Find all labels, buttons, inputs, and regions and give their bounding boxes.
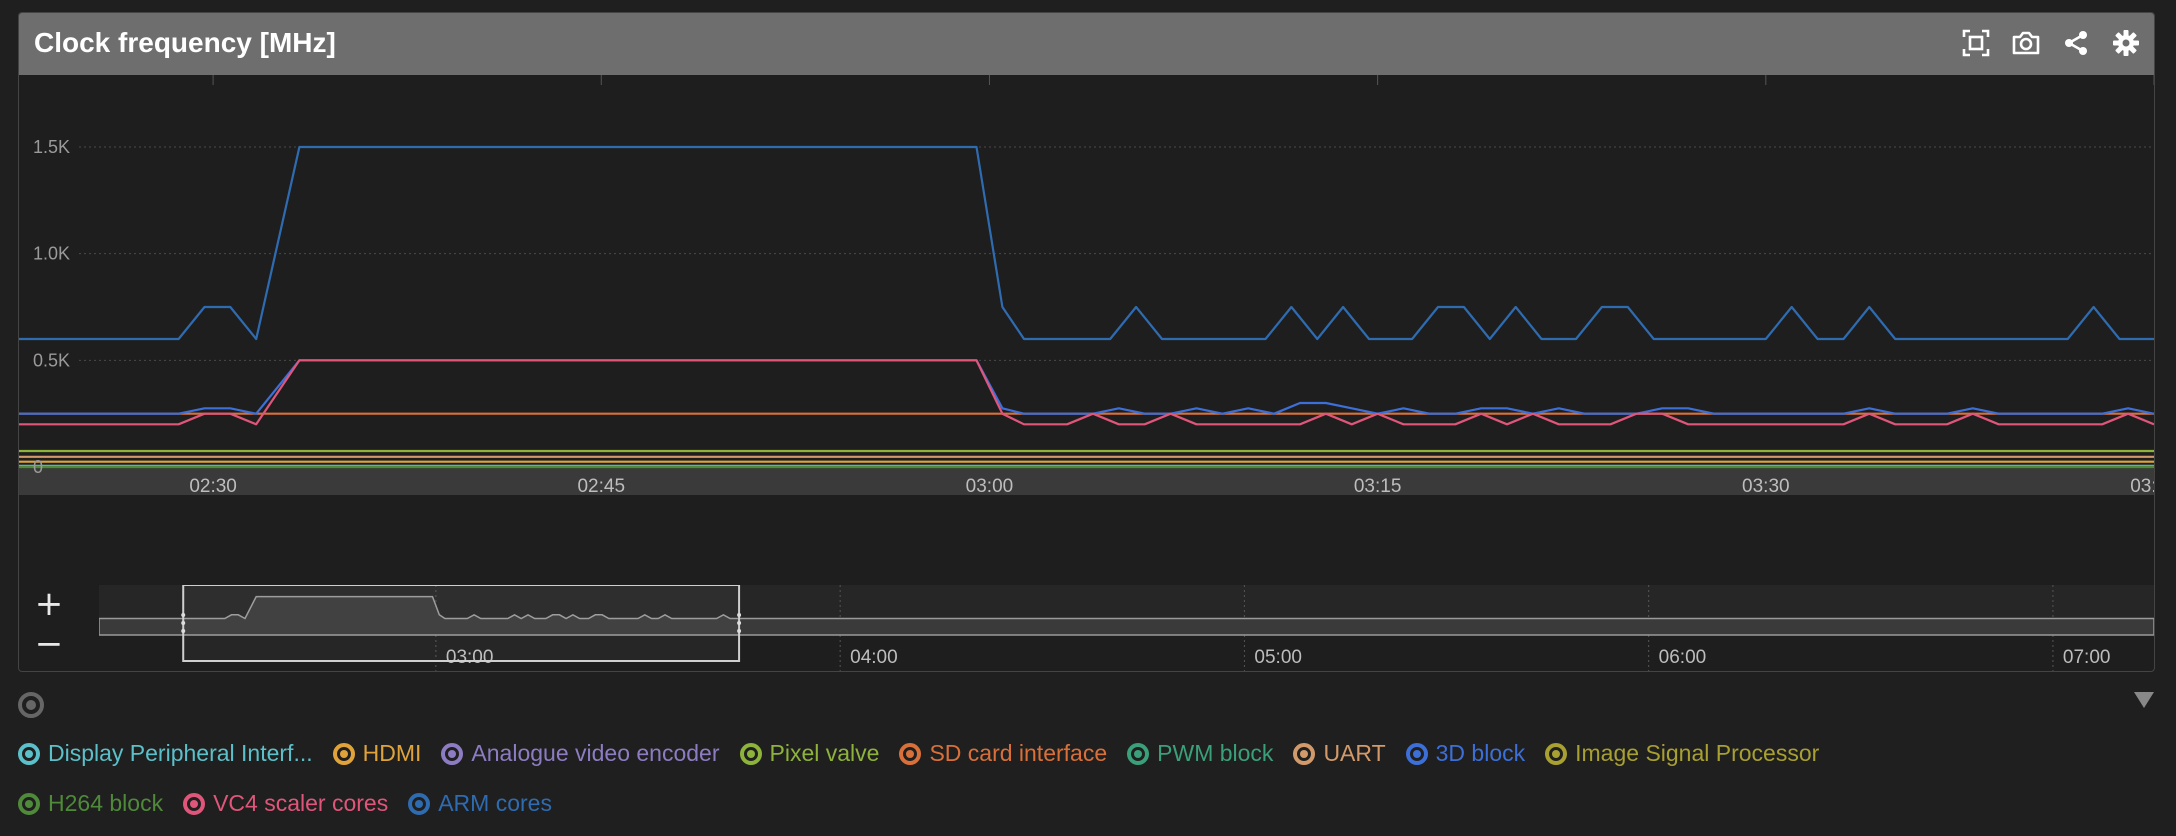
legend-item[interactable]: PWM block	[1127, 740, 1273, 767]
legend-item[interactable]: VC4 scaler cores	[183, 790, 388, 817]
x-axis-band	[19, 469, 2154, 495]
navigator-series	[99, 595, 2154, 636]
legend-item[interactable]: UART	[1293, 740, 1386, 767]
zoom-out-button[interactable]: −	[34, 624, 64, 664]
legend-label: Image Signal Processor	[1575, 740, 1820, 766]
camera-icon	[2012, 31, 2040, 55]
screenshot-button[interactable]	[2010, 27, 2042, 59]
series-line[interactable]	[19, 145, 2154, 341]
share-button[interactable]	[2060, 27, 2092, 59]
legend-label: Analogue video encoder	[471, 740, 720, 766]
legend-item[interactable]: Pixel valve	[739, 740, 880, 767]
legend-label: 3D block	[1435, 740, 1526, 766]
x-tick-label: 03:45	[2130, 476, 2154, 497]
legend-marker-icon	[1545, 742, 1568, 765]
legend-item[interactable]: SD card interface	[899, 740, 1107, 767]
navigator-right-handle[interactable]	[737, 613, 742, 633]
legend-label: UART	[1323, 740, 1386, 766]
toggle-all-series-button[interactable]	[18, 692, 44, 718]
x-tick-label: 03:15	[1354, 476, 1402, 497]
navigator-tick-label: 03:00	[446, 647, 494, 668]
x-tick-label: 02:30	[189, 476, 237, 497]
chart-panel: Clock frequency [MHz] 02:30 02:45 03:00 03:…	[18, 12, 2155, 672]
legend-item[interactable]: ARM cores	[408, 790, 552, 817]
legend-item[interactable]: Display Peripheral Interf...	[18, 740, 313, 767]
legend-item[interactable]: Image Signal Processor	[1545, 740, 1819, 767]
legend-label: PWM block	[1157, 740, 1274, 766]
legend-label: Pixel valve	[769, 740, 880, 766]
line-chart[interactable]: 02:30 02:45 03:00 03:15 03:30 03:45 0 0.5K 1.0K…	[19, 75, 2154, 555]
gear-icon	[2113, 30, 2139, 56]
navigator-overview[interactable]: 03:00 04:00 05:00 06:00 07:00	[99, 585, 2154, 671]
navigator-left-handle[interactable]	[181, 613, 186, 633]
legend-item[interactable]: 3D block	[1405, 740, 1526, 767]
legend-marker-icon	[739, 742, 762, 765]
y-tick-label: 1.5K	[33, 137, 70, 157]
legend-marker-icon	[1405, 742, 1428, 765]
legend-marker-icon	[18, 792, 40, 815]
legend-label: H264 block	[48, 790, 164, 816]
y-tick-label: 1.0K	[33, 244, 70, 264]
fullscreen-icon	[1962, 29, 1990, 57]
legend-marker-icon	[18, 742, 40, 765]
legend-marker-icon	[183, 792, 206, 815]
legend-marker-icon	[1127, 742, 1150, 765]
navigator-tick-label: 06:00	[1659, 647, 1707, 668]
navigator-tick-label: 07:00	[2063, 647, 2111, 668]
legend-item[interactable]: Analogue video encoder	[441, 740, 720, 767]
legend-label: HDMI	[362, 740, 422, 766]
legend-row: H264 block VC4 scaler cores ARM cores	[18, 790, 572, 817]
legend-item[interactable]: H264 block	[18, 790, 163, 817]
panel-title: Clock frequency [MHz]	[34, 27, 336, 58]
x-tick-label: 02:45	[577, 476, 625, 497]
legend-label: SD card interface	[929, 740, 1108, 766]
panel-header: Clock frequency [MHz]	[19, 13, 2154, 75]
x-tick-label: 03:30	[1742, 476, 1790, 497]
legend-label: ARM cores	[438, 790, 552, 816]
legend-marker-icon	[332, 742, 355, 765]
legend-label: VC4 scaler cores	[213, 790, 389, 816]
navigator-tick-label: 04:00	[850, 647, 898, 668]
y-tick-label: 0	[33, 457, 43, 477]
panel-toolbar	[1960, 27, 2142, 59]
time-navigator[interactable]: + − 03:00 04:00 05:00 06:00 07:00	[19, 585, 2154, 671]
fullscreen-button[interactable]	[1960, 27, 1992, 59]
series-line[interactable]	[19, 359, 2154, 415]
series-line[interactable]	[19, 359, 2154, 426]
legend-label: Display Peripheral Interf...	[48, 740, 313, 766]
legend-item[interactable]: HDMI	[332, 740, 422, 767]
x-tick-label: 03:00	[966, 476, 1014, 497]
share-icon	[2065, 31, 2087, 55]
legend-row: Display Peripheral Interf... HDMI Analogue…	[18, 740, 1839, 767]
navigator-selection-window[interactable]	[182, 585, 741, 662]
legend-marker-icon	[1293, 742, 1316, 765]
legend-marker-icon	[899, 742, 922, 765]
collapse-legend-icon[interactable]	[2134, 692, 2154, 708]
legend-marker-icon	[408, 792, 431, 815]
navigator-tick-label: 05:00	[1254, 647, 1302, 668]
legend-marker-icon	[441, 742, 464, 765]
y-tick-label: 0.5K	[33, 350, 70, 370]
zoom-in-button[interactable]: +	[34, 584, 64, 624]
settings-button[interactable]	[2110, 27, 2142, 59]
